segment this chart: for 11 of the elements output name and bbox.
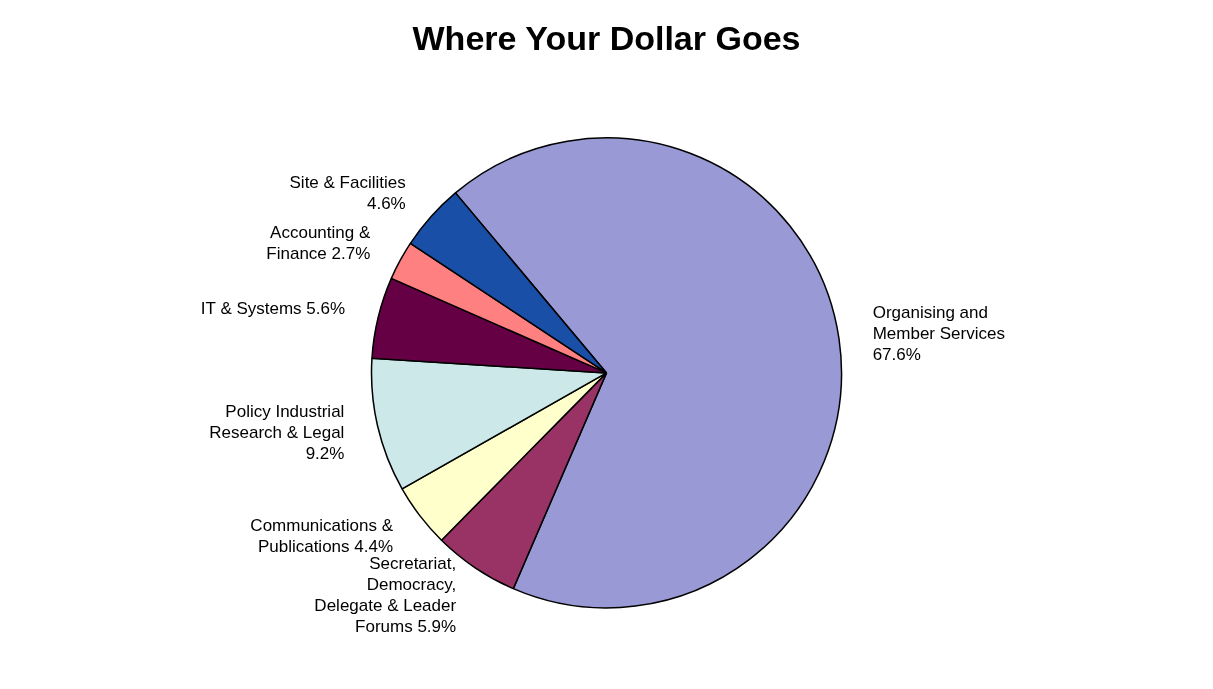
slice-label: Accounting & Finance 2.7% bbox=[266, 223, 371, 264]
slice-label: Policy Industrial Research & Legal bbox=[209, 402, 345, 443]
slice-label: Communications & Publications 4.4% bbox=[250, 515, 394, 556]
data-label: 4.6% bbox=[366, 194, 406, 214]
chart-title: Where Your Dollar Goes bbox=[412, 18, 801, 57]
slice-label: IT & Systems 5.6% bbox=[200, 299, 346, 319]
data-label: 67.6% bbox=[872, 344, 921, 364]
slice-label: Organising and Member Services bbox=[872, 302, 1005, 343]
data-label: 9.2% bbox=[305, 444, 345, 464]
slice-label: Secretariat, Democracy, Delegate & Leader Forums 5.9% bbox=[314, 554, 457, 637]
slice-label: Site & Facilities bbox=[289, 173, 406, 193]
